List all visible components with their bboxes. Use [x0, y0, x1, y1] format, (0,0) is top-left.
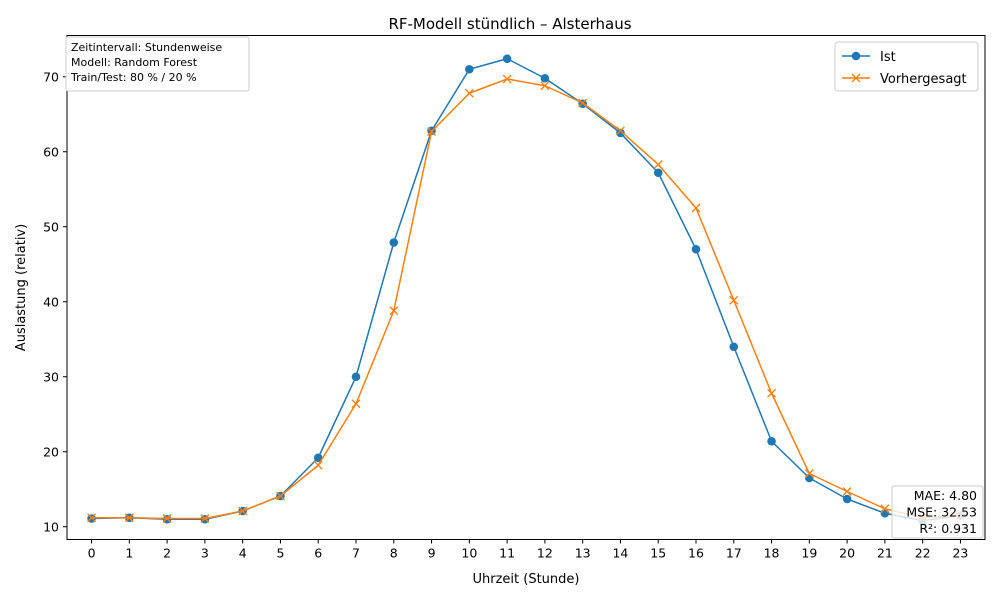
legend-label-vorhergesagt: Vorhergesagt — [880, 72, 967, 87]
x-tick-label-0: 0 — [88, 546, 96, 561]
x-tick-label-4: 4 — [239, 546, 247, 561]
data-point-ist-8 — [389, 238, 399, 247]
data-point-vorhergesagt-0 — [87, 513, 97, 523]
data-point-vorhergesagt-20 — [842, 487, 852, 496]
x-tick-label-2: 2 — [163, 546, 171, 561]
x-tick-label-10: 10 — [461, 546, 477, 561]
data-point-ist-14 — [616, 128, 625, 138]
y-tick-label-6: 70 — [43, 69, 59, 84]
x-axis: 0 1 2 3 4 5 6 7 8 9 10 11 12 13 14 15 16 17 18 19 20 21 22 23 — [88, 539, 968, 561]
info-box-frame — [65, 36, 250, 92]
metrics-r2: R²: 0.931 — [919, 521, 977, 536]
x-tick-label-18: 18 — [764, 546, 780, 561]
data-point-ist-10 — [465, 64, 474, 74]
y-tick-label-3: 40 — [43, 294, 59, 309]
data-point-vorhergesagt-5 — [275, 491, 285, 501]
legend-label-ist: Ist — [880, 50, 896, 65]
x-tick-label-16: 16 — [688, 546, 704, 561]
data-point-vorhergesagt-10 — [464, 88, 474, 98]
data-point-vorhergesagt-21 — [880, 504, 890, 514]
data-point-vorhergesagt-4 — [238, 506, 248, 516]
data-point-vorhergesagt-6 — [313, 460, 323, 470]
metrics-mae: MAE: 4.80 — [914, 488, 977, 503]
legend: Ist Vorhergesagt — [834, 41, 979, 92]
data-point-ist-6 — [313, 453, 323, 463]
chart-title: RF-Modell stündlich – Alsterhaus — [388, 15, 631, 33]
data-point-vorhergesagt-15 — [653, 160, 663, 169]
info-box-line-interval: Zeitintervall: Stundenweise — [71, 41, 222, 54]
info-box-line-model: Modell: Random Forest — [71, 56, 198, 69]
y-tick-label-5: 60 — [43, 144, 59, 159]
metrics-box-frame — [891, 485, 984, 539]
legend-marker-ist — [851, 51, 861, 61]
x-tick-label-22: 22 — [915, 546, 931, 561]
x-tick-label-8: 8 — [390, 546, 398, 561]
x-tick-label-14: 14 — [612, 546, 628, 561]
metrics-box: MAE: 4.80 MSE: 32.53 R²: 0.931 — [891, 485, 984, 539]
data-point-vorhergesagt-18 — [767, 388, 777, 398]
legend-marker-vorhergesagt — [851, 73, 861, 83]
data-point-ist-15 — [653, 168, 663, 178]
plot-area — [66, 35, 986, 540]
x-tick-label-23: 23 — [952, 546, 968, 561]
data-point-vorhergesagt-7 — [351, 399, 361, 409]
legend-frame — [834, 41, 979, 92]
data-point-vorhergesagt-12 — [540, 81, 550, 91]
data-point-vorhergesagt-8 — [389, 306, 399, 316]
series-layer — [87, 54, 965, 526]
data-point-vorhergesagt-16 — [691, 203, 701, 213]
data-point-ist-12 — [540, 73, 550, 83]
x-axis-label: Uhrzeit (Stunde) — [473, 572, 580, 587]
x-tick-label-17: 17 — [726, 546, 742, 561]
y-tick-label-2: 30 — [43, 369, 59, 384]
data-point-ist-7 — [351, 372, 361, 382]
x-tick-label-20: 20 — [839, 546, 855, 561]
info-box-line-split: Train/Test: 80 % / 20 % — [70, 71, 197, 84]
x-tick-label-15: 15 — [650, 546, 666, 561]
y-tick-label-0: 10 — [43, 519, 59, 534]
x-tick-label-11: 11 — [499, 546, 515, 561]
data-point-vorhergesagt-13 — [578, 98, 588, 108]
x-tick-label-13: 13 — [575, 546, 591, 561]
data-point-vorhergesagt-1 — [124, 513, 134, 523]
y-tick-label-4: 50 — [43, 219, 59, 234]
x-tick-label-19: 19 — [801, 546, 817, 561]
x-tick-label-12: 12 — [537, 546, 553, 561]
x-tick-label-1: 1 — [125, 546, 133, 561]
info-box: Zeitintervall: Stundenweise Modell: Rand… — [65, 36, 250, 92]
x-tick-label-3: 3 — [201, 546, 209, 561]
series-line-vorhergesagt — [91, 78, 961, 520]
x-tick-label-7: 7 — [352, 546, 360, 561]
x-tick-label-9: 9 — [428, 546, 436, 561]
data-point-vorhergesagt-11 — [502, 74, 512, 84]
data-point-ist-18 — [767, 436, 776, 446]
data-point-ist-17 — [729, 342, 739, 352]
data-point-vorhergesagt-14 — [615, 126, 625, 136]
data-point-ist-21 — [880, 508, 890, 518]
data-point-vorhergesagt-17 — [729, 295, 739, 305]
x-tick-label-6: 6 — [314, 546, 322, 561]
data-point-ist-11 — [502, 54, 512, 64]
y-tick-label-1: 20 — [43, 444, 59, 459]
data-point-vorhergesagt-2 — [162, 514, 172, 523]
data-point-vorhergesagt-3 — [200, 514, 210, 523]
x-tick-label-5: 5 — [276, 546, 284, 561]
data-point-ist-20 — [842, 494, 852, 504]
data-point-vorhergesagt-9 — [427, 127, 437, 136]
data-point-vorhergesagt-19 — [804, 469, 814, 478]
y-axis-label: Auslastung (relativ) — [14, 224, 29, 351]
y-axis: 10 20 30 40 50 60 70 — [43, 69, 67, 534]
metrics-mse: MSE: 32.53 — [906, 505, 977, 520]
data-point-ist-16 — [691, 244, 701, 254]
x-tick-label-21: 21 — [877, 546, 893, 561]
